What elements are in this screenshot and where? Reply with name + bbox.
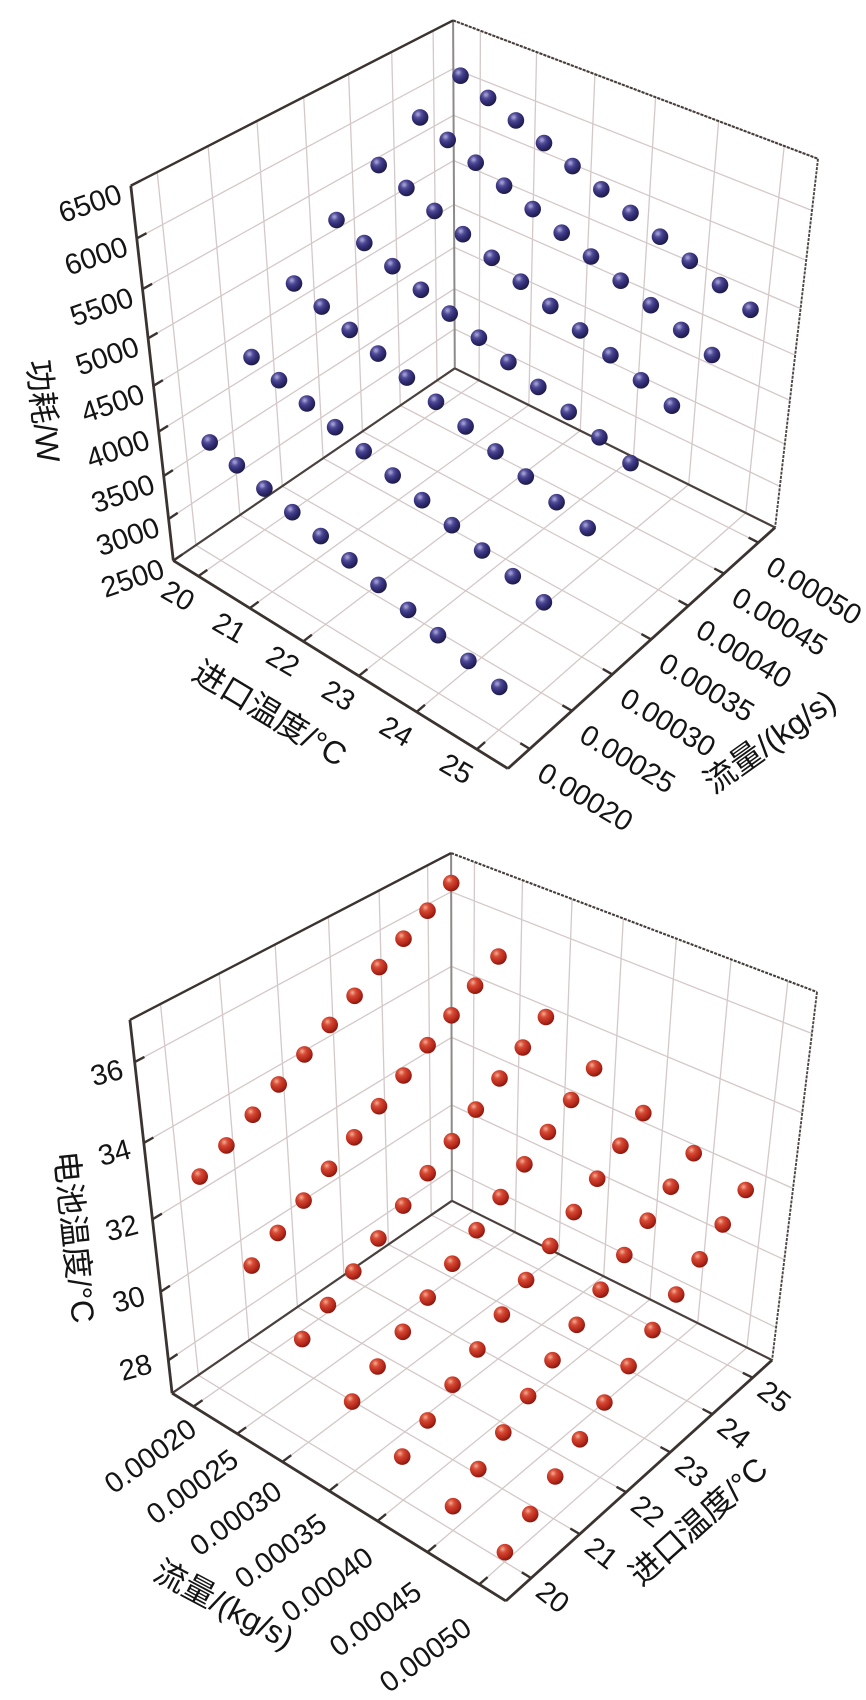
svg-text:/W: /W — [27, 422, 67, 465]
svg-text:/°C: /°C — [61, 1277, 101, 1325]
